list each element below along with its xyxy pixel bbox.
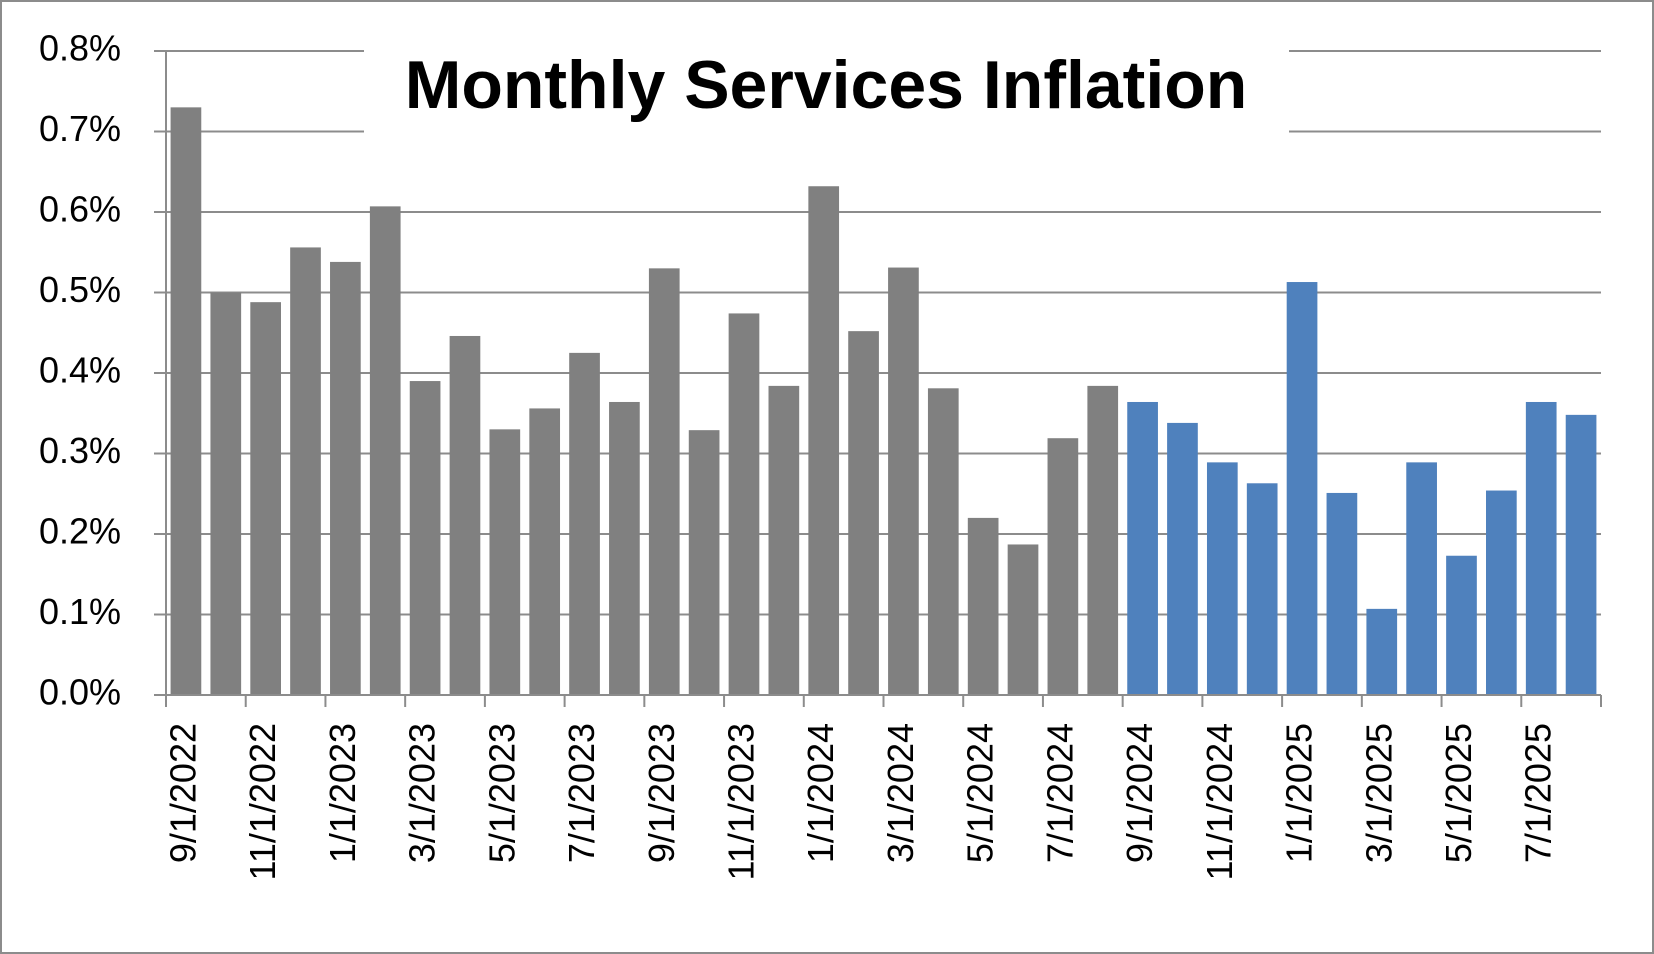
bar <box>808 186 840 696</box>
y-tick-label: 0.0% <box>39 672 121 713</box>
bar <box>489 429 521 695</box>
x-tick-label: 5/1/2023 <box>481 723 522 863</box>
bar <box>848 331 879 695</box>
bar <box>250 302 281 695</box>
bar <box>888 267 919 695</box>
bar <box>569 352 600 695</box>
bar-layer <box>170 107 1597 696</box>
bar <box>1127 401 1158 695</box>
x-tick-label: 9/1/2022 <box>162 723 203 863</box>
bar <box>170 107 202 696</box>
bar <box>967 517 999 695</box>
bar <box>1007 544 1039 695</box>
chart-title: Monthly Services Inflation <box>405 47 1248 123</box>
y-tick-label: 0.1% <box>39 591 121 632</box>
bar <box>1246 483 1278 695</box>
y-tick-label: 0.3% <box>39 430 121 471</box>
y-tick-label: 0.8% <box>39 28 121 69</box>
x-tick-label: 5/1/2025 <box>1438 723 1479 863</box>
x-tick-label: 7/1/2024 <box>1039 723 1080 863</box>
bar <box>1525 401 1557 695</box>
x-tick-label: 7/1/2023 <box>561 723 602 863</box>
bar <box>529 408 561 695</box>
bar <box>927 388 959 695</box>
bar <box>1167 422 1198 695</box>
x-tick-label: 5/1/2024 <box>960 723 1001 863</box>
x-tick-label: 9/1/2024 <box>1119 723 1160 863</box>
axis-layer: 0.0% 0.1% 0.2% 0.3% 0.4% 0.5% 0.6% 0.7% 0.8% 9/1/… <box>39 28 1602 880</box>
bar <box>688 430 720 695</box>
y-tick-label: 0.7% <box>39 108 121 149</box>
bar <box>1406 462 1437 695</box>
bar <box>1087 385 1119 695</box>
bar <box>409 381 441 695</box>
x-tick-label: 1/1/2024 <box>800 723 841 863</box>
x-tick-label: 3/1/2023 <box>402 723 443 863</box>
x-tick-label: 3/1/2025 <box>1358 723 1399 863</box>
y-tick-label: 0.5% <box>39 269 121 310</box>
y-tick-label: 0.4% <box>39 350 121 391</box>
bar <box>1486 490 1517 695</box>
y-tick-label: 0.6% <box>39 189 121 230</box>
x-tick-label: 9/1/2023 <box>641 723 682 863</box>
title-background <box>364 42 1289 142</box>
y-tick-label: 0.2% <box>39 511 121 552</box>
x-tick-label: 1/1/2025 <box>1279 723 1320 863</box>
x-tick-label: 11/1/2023 <box>721 723 762 880</box>
bar <box>648 268 680 695</box>
bar <box>1565 414 1597 695</box>
x-tick-label: 11/1/2022 <box>242 723 283 880</box>
x-tick-label: 7/1/2025 <box>1518 723 1559 863</box>
x-tick-label: 3/1/2024 <box>880 723 921 863</box>
bar <box>768 385 800 695</box>
x-tick-label: 11/1/2024 <box>1199 723 1240 880</box>
bar <box>1366 608 1398 695</box>
bar <box>210 292 242 695</box>
bar <box>1286 282 1318 695</box>
bar <box>728 313 760 695</box>
bar <box>609 401 640 695</box>
bar <box>330 261 361 695</box>
bar <box>449 335 481 695</box>
x-tick-label: 1/1/2023 <box>322 723 363 863</box>
bar <box>1326 492 1358 695</box>
bar <box>290 247 321 696</box>
bar <box>369 206 401 696</box>
bar <box>1446 555 1477 695</box>
bar <box>1047 438 1079 695</box>
bar <box>1206 462 1238 695</box>
